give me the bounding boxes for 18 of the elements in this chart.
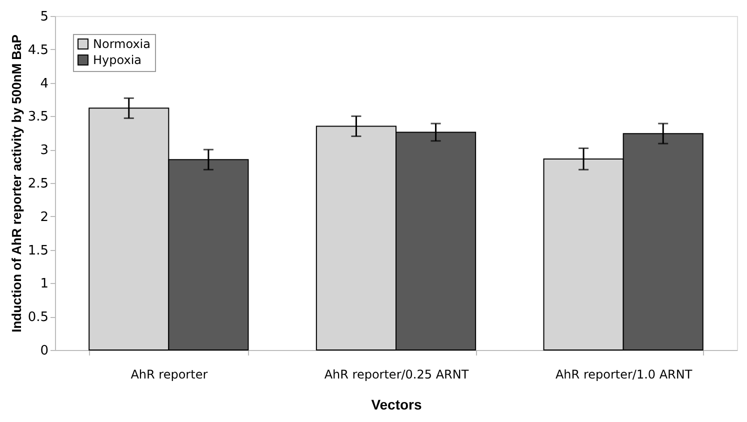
y-tick-label: 1.5 bbox=[28, 243, 48, 258]
y-tick-label: 3 bbox=[40, 143, 48, 158]
legend-label: Normoxia bbox=[93, 37, 150, 51]
y-tick-label: 3.5 bbox=[28, 110, 48, 125]
x-tick-label: AhR reporter bbox=[130, 368, 208, 382]
legend-label: Hypoxia bbox=[93, 53, 142, 67]
y-tick-label: 4.5 bbox=[28, 42, 48, 58]
x-tick-label: AhR reporter/0.25 ARNT bbox=[324, 368, 470, 382]
x-axis-title: Vectors bbox=[371, 396, 422, 412]
y-tick-label: 5 bbox=[40, 10, 48, 24]
y-tick-label: 2 bbox=[40, 210, 48, 225]
y-tick-label: 4 bbox=[40, 76, 48, 92]
y-axis-title: Induction of AhR reporter activity by 500nM BaP bbox=[8, 34, 24, 332]
x-tick-label: AhR reporter/1.0 ARNT bbox=[555, 368, 693, 382]
y-tick-label: 2.5 bbox=[28, 176, 48, 192]
y-tick-label: 1 bbox=[40, 276, 48, 292]
y-tick-label: 0 bbox=[40, 344, 48, 358]
y-tick-label: 0.5 bbox=[28, 310, 48, 326]
